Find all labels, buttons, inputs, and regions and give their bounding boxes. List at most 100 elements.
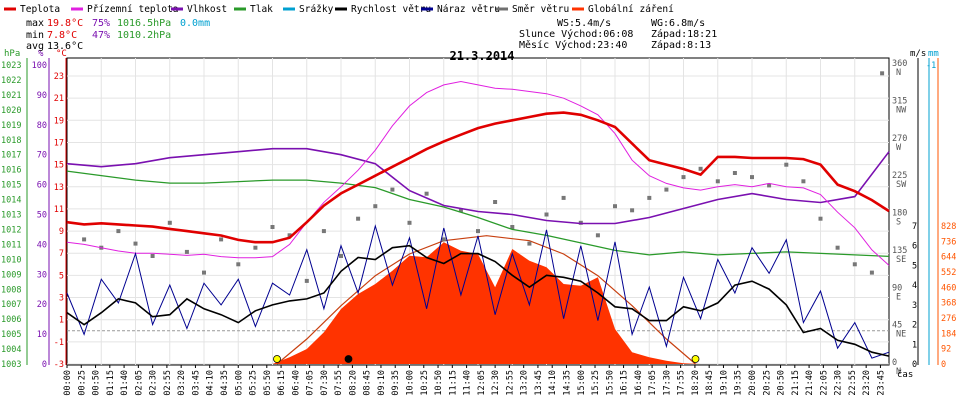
wind-direction-point	[339, 254, 343, 258]
x-tick-label: 03:45	[191, 370, 201, 396]
theoretical-radiation-line	[276, 235, 696, 365]
legend-label: Rychlost větru	[351, 4, 431, 15]
temp-tick-label: 7	[59, 249, 64, 259]
ground-temperature-line	[66, 80, 890, 266]
x-tick-label: 06:40	[291, 370, 301, 396]
temp-tick-label: 11	[54, 205, 64, 215]
hpa-tick-label: 1019	[1, 121, 21, 131]
mm-axis-label: mm	[928, 49, 939, 59]
wind-direction-point	[715, 179, 720, 184]
x-tick-label: 17:05	[648, 370, 658, 396]
x-tick-label: 15:00	[577, 370, 587, 396]
hpa-tick-label: 1023	[1, 61, 21, 71]
x-tick-label: 01:40	[120, 370, 130, 396]
x-tick-label: 12:55	[505, 370, 515, 396]
stats-avg-label: avg	[26, 41, 44, 52]
x-tick-label: 20:00	[748, 370, 758, 396]
ms-tick-label: 6	[912, 242, 917, 252]
wind-direction-point	[698, 166, 703, 171]
dir-tick-deg: 90	[892, 283, 902, 293]
rad-tick-label: 828	[941, 222, 956, 232]
hpa-tick-label: 1022	[1, 76, 21, 86]
x-tick-label: 22:05	[819, 370, 829, 396]
x-tick-label: 23:45	[876, 370, 886, 396]
axes-layer: hPa1003100410051006100710081009101010111…	[1, 49, 956, 396]
temp-tick-label: -3	[54, 360, 64, 370]
rad-tick-label: 552	[941, 268, 956, 278]
temp-tick-label: -1	[54, 338, 64, 348]
x-tick-label: 09:10	[377, 370, 387, 396]
x-tick-label: 12:30	[491, 370, 501, 396]
wind-direction-point	[835, 245, 840, 250]
dir-tick-name: NE	[896, 330, 906, 340]
ms-tick-label: 2	[912, 321, 917, 331]
temp-axis-label: °C	[56, 49, 67, 59]
x-tick-label: 00:50	[92, 370, 102, 396]
legend-label: Vlhkost	[187, 4, 227, 15]
wind-direction-point	[167, 220, 172, 225]
x-tick-label: 16:15	[620, 370, 630, 396]
pct-tick-label: 0	[42, 360, 47, 370]
temp-tick-label: 17	[54, 138, 64, 148]
pct-tick-label: 20	[37, 300, 47, 310]
rad-tick-label: 276	[941, 314, 956, 324]
info-sun-rise: Slunce Východ:06:08	[519, 28, 633, 40]
wind-direction-point	[304, 278, 309, 283]
x-tick-label: 08:20	[348, 370, 358, 396]
hpa-axis-label: hPa	[4, 49, 20, 59]
humidity-line	[66, 147, 890, 225]
legend-label: Srážky	[299, 4, 334, 15]
wind-gust-line	[66, 224, 890, 359]
x-tick-label: 21:15	[791, 370, 801, 396]
series-layer	[66, 71, 890, 365]
x-tick-label: 07:05	[306, 370, 316, 396]
legend-label: Globální záření	[588, 4, 674, 15]
temp-tick-label: 23	[54, 72, 64, 82]
x-tick-label: 13:45	[534, 370, 544, 396]
wind-direction-point	[664, 187, 669, 192]
legend-item: Směr větru	[496, 4, 569, 15]
temp-tick-label: 13	[54, 183, 64, 193]
pct-tick-label: 80	[37, 121, 47, 131]
x-tick-label: 07:55	[334, 370, 344, 396]
dir-tick-name: NW	[896, 105, 907, 115]
stats-max-label: max	[26, 18, 44, 29]
dir-tick-name: N	[896, 367, 901, 377]
x-tick-label: 18:20	[691, 370, 701, 396]
x-tick-label: 04:35	[220, 370, 230, 396]
ms-tick-label: 5	[912, 261, 917, 271]
temp-tick-label: 3	[59, 294, 64, 304]
wind-direction-point	[595, 233, 600, 238]
pressure-line	[66, 170, 890, 258]
pct-tick-label: 100	[32, 61, 47, 71]
hpa-tick-label: 1013	[1, 211, 21, 221]
dir-tick-name: SW	[896, 180, 907, 190]
pct-tick-label: 90	[37, 91, 47, 101]
wind-direction-point	[270, 225, 275, 229]
x-tick-label: 20:25	[762, 370, 772, 396]
wind-direction-point	[356, 216, 361, 221]
x-tick-label: 05:25	[249, 370, 259, 396]
hpa-tick-label: 1004	[1, 345, 21, 355]
wind-direction-point	[801, 179, 806, 184]
dir-tick-deg: 270	[892, 134, 907, 144]
x-tick-label: 23:20	[862, 370, 872, 396]
stats-max-hum: 75%	[92, 18, 110, 29]
legend-label: Náraz větru	[437, 4, 500, 15]
stats-max-rain: 0.0mm	[180, 18, 210, 29]
x-tick-label: 04:10	[206, 370, 216, 396]
dir-tick: 0N	[892, 358, 901, 377]
temp-tick-label: 19	[54, 116, 64, 126]
x-tick-label: 21:40	[805, 370, 815, 396]
pct-tick-label: 40	[37, 240, 47, 250]
x-tick-label: 14:35	[563, 370, 573, 396]
x-tick-label: 19:35	[734, 370, 744, 396]
info-wg: WG:6.8m/s	[651, 18, 705, 29]
legend-item: Vlhkost	[171, 4, 227, 15]
pct-tick-label: 10	[37, 330, 47, 340]
legend-item: Tlak	[234, 4, 273, 15]
temp-tick-label: 21	[54, 94, 64, 104]
dir-tick-name: N	[896, 68, 901, 78]
wind-direction-point	[133, 241, 138, 246]
